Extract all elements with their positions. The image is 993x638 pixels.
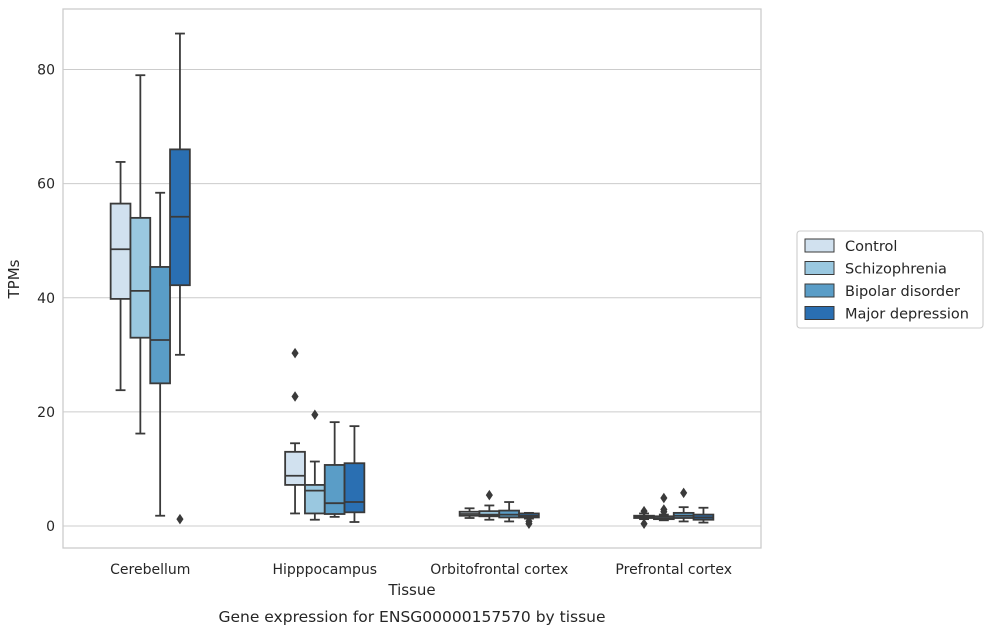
box-iqr (304, 484, 326, 515)
x-axis-label: Tissue (387, 581, 435, 599)
y-tick-label: 40 (37, 291, 55, 307)
legend-swatch (804, 261, 835, 275)
box-iqr (109, 202, 132, 300)
legend-swatch (804, 283, 835, 298)
box-iqr (284, 450, 306, 486)
y-tick-labels: 0 20 40 60 80 (37, 63, 55, 536)
x-tick-labels: Cerebellum Hipppocampus Orbitofrontal cort… (110, 562, 732, 578)
box-iqr (129, 216, 152, 339)
legend-swatch (804, 306, 835, 320)
y-tick-label: 0 (46, 519, 55, 535)
box-control (109, 161, 132, 392)
x-tick-label: Prefrontal cortex (615, 562, 732, 578)
box-iqr (343, 462, 366, 514)
outlier-point (311, 409, 319, 420)
legend: Control Schizophrenia Bipolar disorder Majo… (796, 230, 984, 329)
box-major-depression (169, 32, 191, 525)
box-schizophrenia (653, 492, 675, 522)
axes-frame (62, 8, 762, 549)
y-tick-label: 20 (37, 405, 55, 421)
outlier-point (291, 347, 299, 359)
x-tick-label: Cerebellum (110, 562, 190, 578)
legend-frame (796, 230, 984, 329)
y-tick-label: 80 (37, 63, 55, 79)
plot-border (62, 8, 762, 549)
box-bipolar-disorder (498, 501, 520, 523)
outlier-point (291, 391, 299, 402)
box-schizophrenia (478, 489, 501, 521)
figure-caption: Gene expression for ENSG00000157570 by t… (218, 608, 605, 626)
box-control (458, 507, 481, 519)
box-major-depression (692, 506, 715, 524)
box-major-depression (343, 425, 366, 523)
box-control (284, 347, 306, 515)
x-tick-label: Hipppocampus (272, 562, 377, 578)
box-iqr (149, 266, 171, 385)
y-tick-label: 60 (37, 177, 55, 193)
y-axis-label: TPMs (5, 259, 23, 299)
outlier-point (660, 492, 668, 504)
box-schizophrenia (304, 409, 326, 521)
legend-label: Control (845, 239, 897, 255)
box-major-depression (518, 511, 540, 529)
boxes (109, 32, 715, 529)
box-bipolar-disorder (149, 191, 171, 517)
legend-label: Bipolar disorder (845, 284, 960, 300)
outlier-point (640, 505, 648, 517)
outlier-point (525, 516, 533, 527)
outlier-point (660, 506, 668, 517)
legend-label: Major depression (845, 307, 969, 323)
outlier-point (485, 489, 493, 501)
box-bipolar-disorder (323, 421, 346, 518)
box-bipolar-disorder (672, 487, 695, 523)
outlier-point (176, 513, 184, 525)
legend-swatch (804, 238, 835, 253)
outlier-point (680, 487, 688, 499)
x-tick-label: Orbitofrontal cortex (430, 562, 568, 578)
outlier-point (640, 518, 648, 529)
legend-label: Schizophrenia (845, 262, 947, 278)
box-iqr (323, 464, 346, 515)
box-schizophrenia (129, 74, 152, 435)
